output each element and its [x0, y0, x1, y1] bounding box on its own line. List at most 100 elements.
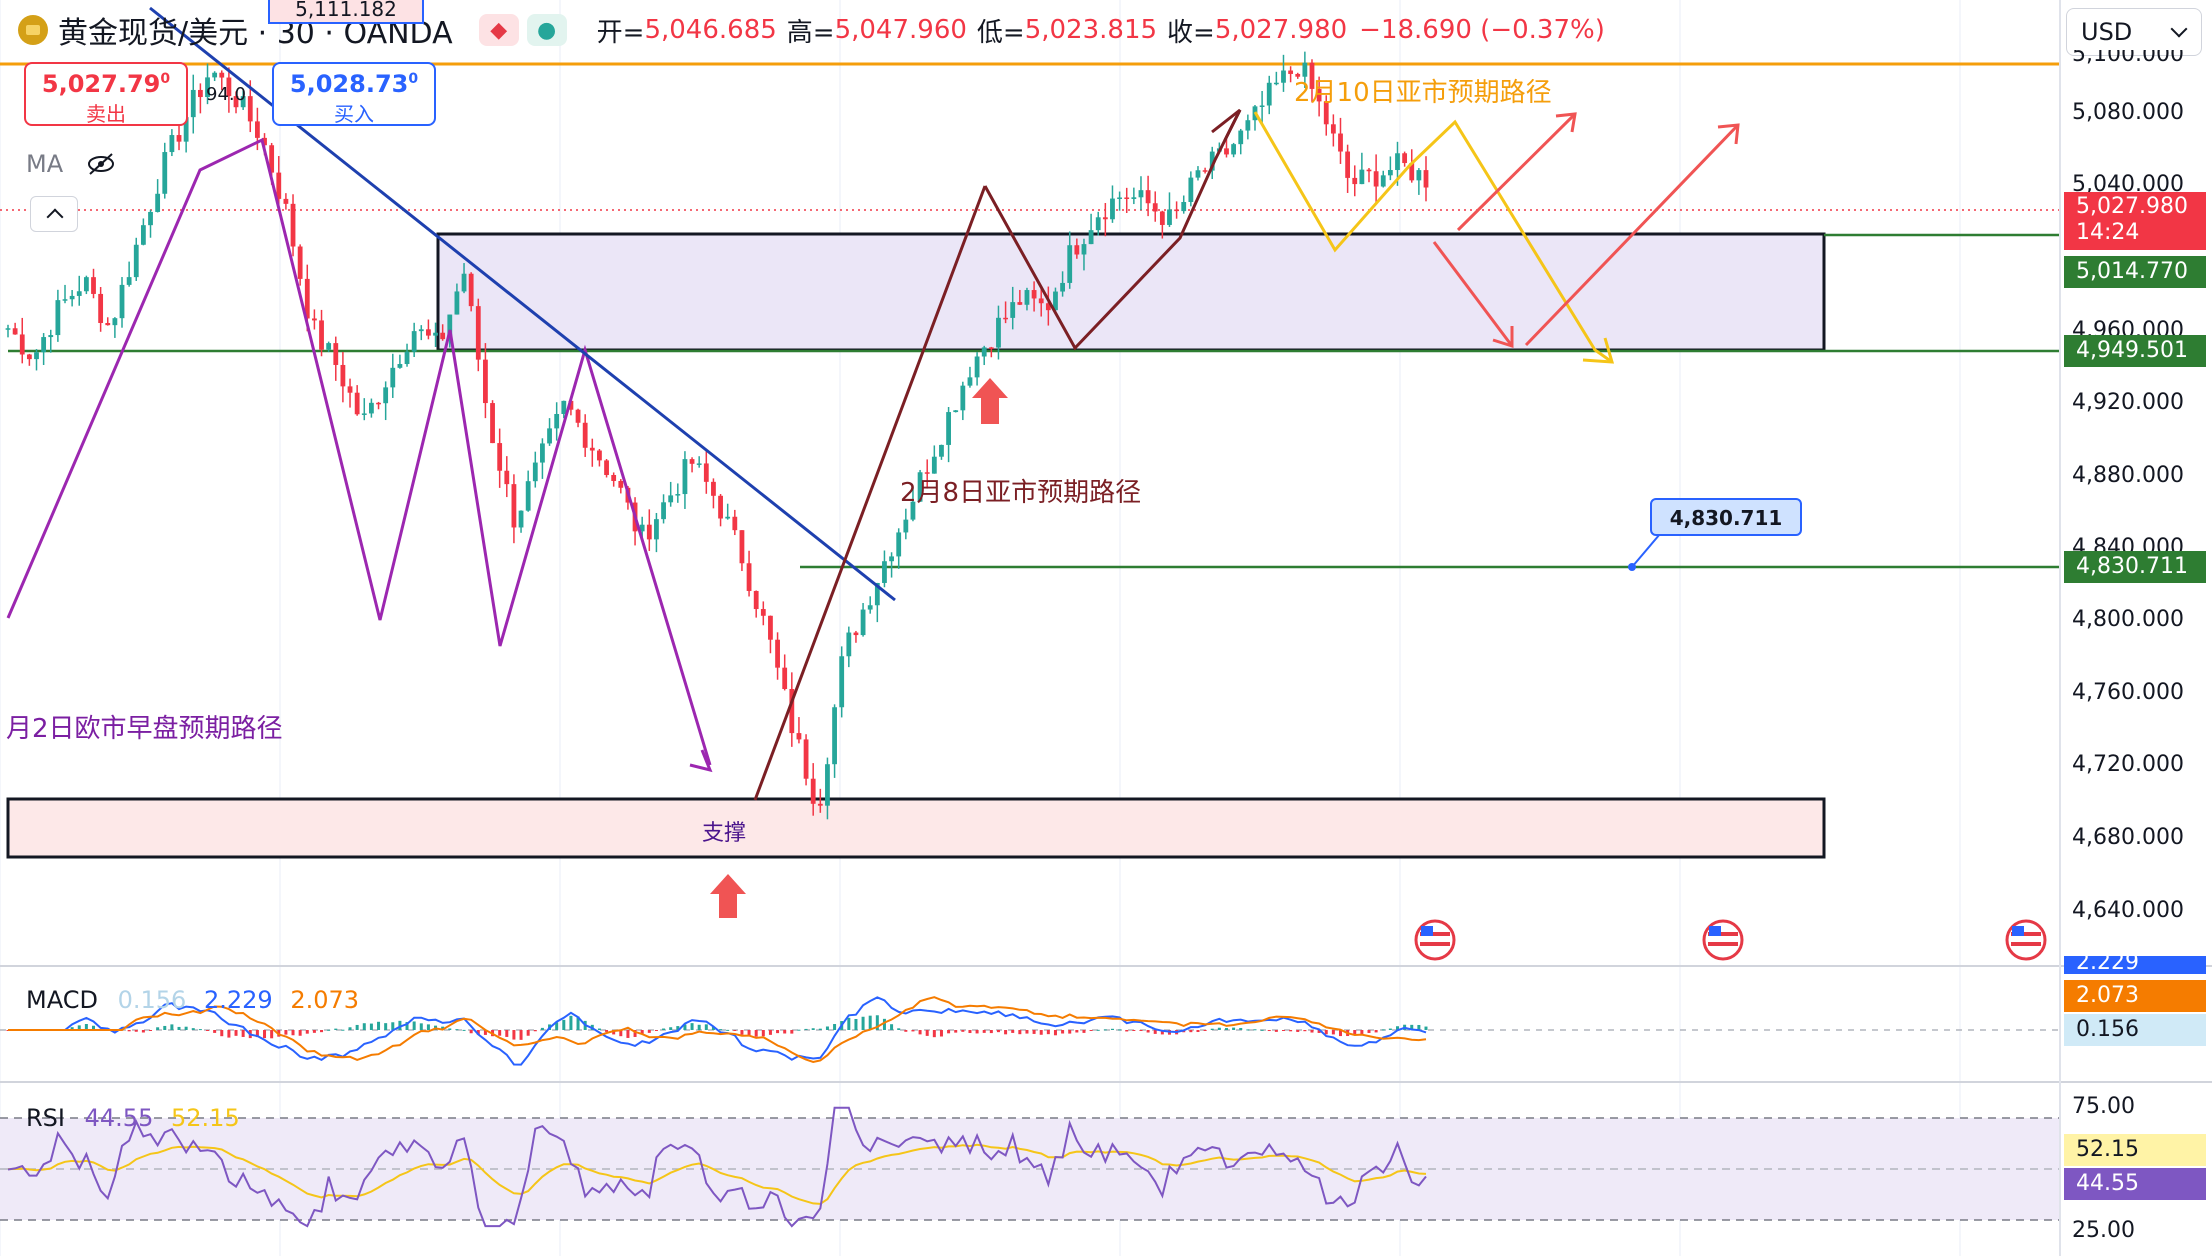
eye-off-icon[interactable] — [86, 150, 116, 178]
candle-body — [440, 332, 446, 340]
rsi-legend[interactable]: RSI 44.55 52.15 — [26, 1104, 240, 1132]
price-tick: 4,920.000 — [2072, 390, 2184, 415]
candle-body — [1231, 144, 1237, 155]
candle-body — [654, 519, 659, 540]
macd-histogram-bar — [398, 1020, 402, 1030]
candle-body — [319, 320, 324, 350]
macd-histogram-bar — [512, 1030, 516, 1040]
macd-line — [8, 996, 1427, 1066]
macd-histogram-bar — [1381, 1029, 1385, 1031]
macd-histogram-bar — [92, 1025, 96, 1030]
macd-histogram-bar — [426, 1024, 430, 1030]
candle-body — [739, 530, 745, 564]
candle-body — [1373, 171, 1379, 187]
red-arrow-up-1-head — [1555, 112, 1577, 133]
currency-select[interactable]: USD — [2066, 8, 2202, 56]
macd-histogram-bar — [768, 1030, 772, 1035]
macd-histogram-bar — [982, 1030, 986, 1033]
candle-body — [361, 413, 367, 415]
candle-body — [1338, 133, 1343, 152]
candle-body — [604, 460, 609, 475]
macd-histogram-bar — [1388, 1028, 1392, 1030]
candle-body — [718, 495, 723, 519]
live-dot-icon[interactable]: ● — [526, 14, 567, 46]
ma-indicator-label[interactable]: MA — [26, 150, 64, 178]
candle-body — [76, 291, 82, 296]
us-flag-icon-1 — [1414, 919, 1456, 961]
candle-body — [917, 472, 923, 502]
macd-histogram-bar — [897, 1028, 901, 1030]
buy-button[interactable]: 5,028.730 买入 — [272, 62, 436, 126]
macd-hist-tag: 0.156 — [2064, 1014, 2206, 1046]
candle-body — [490, 403, 495, 444]
macd-histogram-bar — [954, 1030, 958, 1033]
us-flag-icon-3 — [2005, 919, 2047, 961]
candle-body — [675, 494, 681, 496]
feb2-path-label: 月2日欧市早盘预期路径 — [6, 714, 283, 744]
macd-histogram-bar — [1217, 1027, 1221, 1030]
candle-body — [418, 329, 424, 332]
candle-body — [803, 739, 809, 779]
macd-histogram-bar — [989, 1030, 993, 1034]
candle-body — [1152, 203, 1158, 212]
candle-body — [931, 456, 937, 474]
candle-body — [12, 328, 18, 335]
candle-body — [205, 77, 210, 98]
chevron-up-icon[interactable] — [30, 196, 78, 232]
candle-body — [383, 387, 389, 404]
macd-histogram-bar — [1139, 1030, 1143, 1031]
candle-body — [703, 463, 709, 482]
macd-histogram-bar — [84, 1024, 88, 1030]
macd-histogram-bar — [298, 1030, 302, 1036]
macd-histogram-bar — [291, 1030, 295, 1036]
macd-histogram-bar — [462, 1029, 466, 1031]
callout-pointer — [1631, 533, 1661, 568]
alert-icon[interactable]: ◆ — [478, 14, 519, 46]
candle-body — [155, 193, 161, 212]
sell-button[interactable]: 5,027.790 卖出 — [24, 62, 188, 126]
candle-body — [839, 656, 845, 708]
macd-histogram-bar — [348, 1027, 352, 1030]
rsi-ma-line — [7, 1143, 1427, 1205]
candle-body — [1387, 169, 1393, 176]
macd-histogram-bar — [1410, 1024, 1414, 1030]
close-label: 收= — [1167, 17, 1215, 48]
candle-body — [376, 402, 381, 405]
macd-histogram-bar — [1353, 1030, 1357, 1036]
us-flag-icon-2 — [1702, 919, 1744, 961]
candle-body — [753, 590, 759, 610]
macd-histogram-bar — [362, 1023, 366, 1030]
macd-histogram-bar — [619, 1030, 623, 1037]
sell-price-sup: 0 — [160, 71, 171, 87]
candle-body — [996, 317, 1001, 348]
candle-body — [190, 89, 196, 118]
candle-body — [540, 443, 545, 463]
macd-histogram-bar — [569, 1015, 573, 1030]
candle-body — [475, 306, 481, 360]
macd-histogram-bar — [861, 1016, 865, 1030]
candle-body — [1395, 153, 1400, 170]
macd-histogram-bar — [1289, 1030, 1293, 1032]
candle-body — [1245, 120, 1251, 131]
level-callout[interactable]: 4,830.711 — [1650, 498, 1802, 536]
macd-histogram-bar — [220, 1030, 224, 1037]
candle-body — [1138, 190, 1144, 198]
macd-histogram-bar — [170, 1024, 174, 1030]
macd-histogram-bar — [690, 1023, 694, 1030]
candle-body — [105, 322, 111, 326]
macd-histogram-bar — [662, 1028, 666, 1030]
candle-body — [796, 733, 802, 740]
macd-histogram-bar — [1210, 1028, 1214, 1030]
macd-tag-top: 2.229 — [2064, 956, 2206, 974]
macd-histogram-bar — [483, 1030, 487, 1035]
candle-body — [1359, 169, 1365, 185]
price-tick: 4,680.000 — [2072, 825, 2184, 850]
macd-histogram-bar — [968, 1030, 972, 1034]
support-zone[interactable] — [6, 797, 1826, 859]
macd-legend[interactable]: MACD 0.156 2.229 2.073 — [26, 986, 359, 1014]
macd-histogram-bar — [1146, 1030, 1150, 1033]
macd-histogram-bar — [455, 1029, 459, 1031]
candle-body — [1209, 151, 1215, 171]
red-arrow-up-2 — [1524, 123, 1740, 347]
